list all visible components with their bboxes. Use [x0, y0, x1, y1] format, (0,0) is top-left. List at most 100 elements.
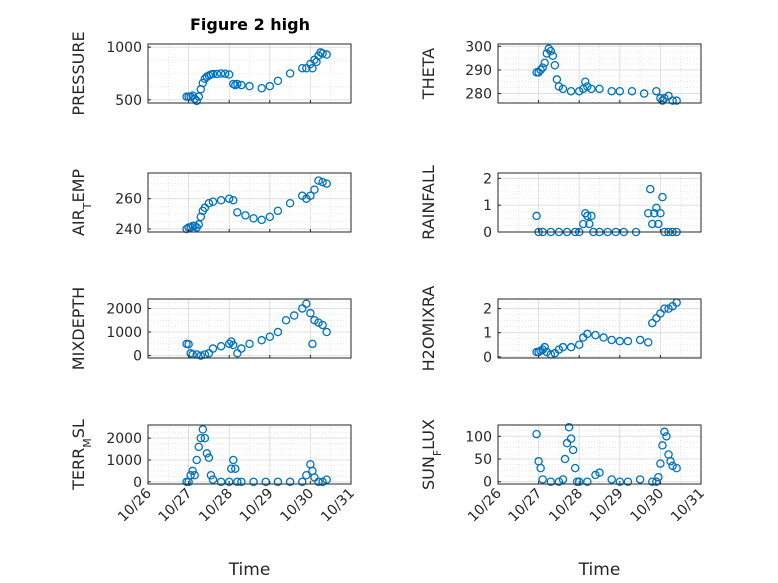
- data-point: [579, 219, 588, 229]
- x-tick-label: 10/30: [627, 486, 667, 526]
- data-point: [591, 330, 600, 340]
- figure-title: Figure 2 high: [190, 15, 310, 34]
- y-tick-label: 0: [133, 349, 142, 365]
- data-point: [650, 208, 659, 218]
- data-point: [607, 475, 616, 484]
- data-point: [224, 194, 234, 203]
- data-point: [635, 475, 645, 484]
- data-point: [245, 339, 254, 349]
- data-point: [566, 342, 576, 352]
- data-point: [308, 339, 317, 349]
- data-point: [623, 477, 633, 486]
- axes-background: [498, 44, 701, 103]
- y-tick-label: 1000: [106, 325, 142, 341]
- subplot-h2omixra: 0 1 2: [483, 298, 702, 366]
- data-point: [273, 206, 283, 216]
- y-tick-label: 0: [483, 475, 492, 491]
- axes-box: [147, 43, 352, 104]
- data-point: [548, 51, 558, 61]
- y-tick-label: 2000: [106, 431, 142, 447]
- data-point: [615, 336, 625, 346]
- data-point: [658, 96, 667, 105]
- data-point: [658, 441, 667, 450]
- data-point: [257, 336, 266, 345]
- data-point: [208, 69, 218, 79]
- data-point: [654, 219, 663, 229]
- data-point: [265, 81, 275, 91]
- data-point: [190, 471, 199, 480]
- y-tick-label: 100: [465, 429, 492, 445]
- data-point: [190, 221, 199, 231]
- data-point: [672, 96, 681, 105]
- data-point: [532, 211, 541, 221]
- data-point: [566, 86, 576, 96]
- x-axis-label: Time: [578, 560, 621, 580]
- data-point: [660, 304, 669, 313]
- data-point: [643, 338, 653, 347]
- data-point: [318, 49, 327, 58]
- data-point: [302, 299, 311, 308]
- x-tick-label: 10/31: [668, 486, 708, 526]
- data-point: [289, 311, 299, 320]
- data-point: [648, 219, 657, 229]
- data-point: [615, 86, 625, 96]
- x-tick-label: 10/29: [587, 486, 627, 526]
- data-point: [660, 427, 669, 437]
- axes-box: [497, 424, 702, 485]
- subplot-air-temp: 240 260: [115, 172, 352, 238]
- data-point: [226, 464, 236, 473]
- x-tick-label: 10/30: [277, 486, 317, 526]
- y-axis-label: PRESSURE: [69, 31, 88, 115]
- data-point: [281, 315, 291, 325]
- data-point: [587, 84, 596, 94]
- data-point: [656, 459, 665, 468]
- data-point: [192, 455, 201, 465]
- data-point: [298, 477, 307, 487]
- data-point: [322, 327, 331, 337]
- axes-background: [148, 173, 351, 232]
- data-point: [662, 432, 671, 441]
- data-point: [229, 195, 238, 205]
- data-point: [668, 461, 677, 471]
- data-point: [318, 477, 327, 487]
- data-point: [229, 340, 238, 350]
- data-point: [540, 342, 549, 352]
- data-point: [318, 320, 327, 330]
- y-axis-label: AIRTEMP: [69, 169, 94, 236]
- y-tick-label: 240: [115, 222, 142, 238]
- data-point: [186, 223, 195, 232]
- x-tick-label: 10/28: [546, 486, 586, 526]
- y-tick-label: 2: [483, 302, 492, 318]
- data-point: [583, 211, 592, 221]
- data-point: [648, 477, 657, 486]
- x-tick-label: 10/29: [237, 486, 277, 526]
- data-point: [208, 475, 218, 484]
- data-point: [550, 60, 560, 70]
- data-point: [298, 63, 307, 73]
- y-tick-label: 0: [483, 350, 492, 366]
- y-axis-label: MIXDEPTH: [69, 287, 88, 370]
- data-point: [198, 425, 208, 434]
- data-point: [574, 340, 584, 350]
- data-point: [231, 464, 240, 473]
- data-point: [233, 208, 242, 217]
- y-tick-label: 1000: [106, 453, 142, 469]
- data-point: [237, 344, 246, 353]
- data-point: [224, 339, 234, 349]
- data-point: [615, 477, 625, 486]
- data-point: [220, 69, 230, 78]
- y-tick-label: 0: [133, 475, 142, 491]
- y-axis-label: THETA: [419, 48, 438, 100]
- axes-box: [497, 43, 702, 104]
- y-axis-label: H2OMIXRA: [419, 286, 438, 372]
- data-point: [206, 471, 216, 480]
- data-point: [186, 471, 195, 480]
- y-tick-label: 0: [483, 225, 492, 241]
- data-point: [538, 475, 547, 484]
- data-point: [285, 199, 295, 208]
- data-point: [212, 69, 222, 79]
- data-point: [318, 177, 327, 187]
- x-tick-label: 10/27: [506, 486, 546, 526]
- y-tick-label: 1: [483, 198, 492, 214]
